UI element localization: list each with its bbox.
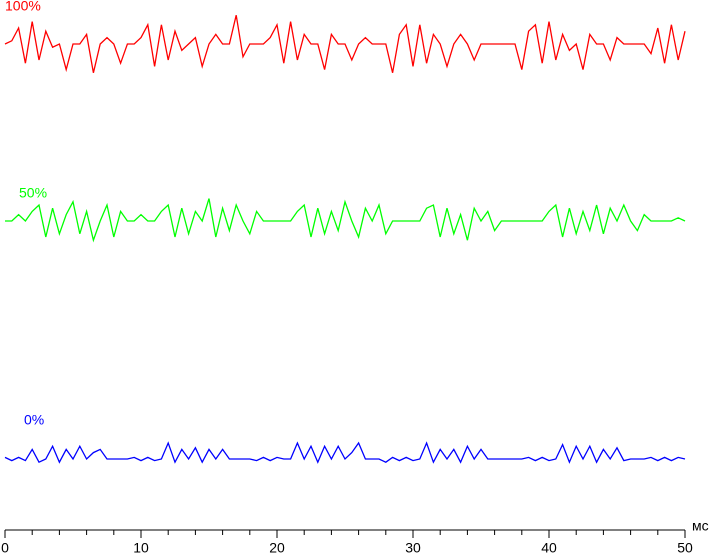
- trace: [4, 15, 686, 73]
- series-label: 50%: [19, 185, 47, 201]
- x-axis-label: мс: [692, 518, 709, 534]
- x-tick-label: 10: [133, 540, 149, 556]
- series-label: 100%: [5, 0, 41, 14]
- trace: [5, 198, 686, 243]
- x-tick-label: 20: [269, 540, 285, 556]
- trace: [4, 441, 686, 464]
- x-tick-label: 40: [541, 540, 557, 556]
- x-tick-label: 30: [405, 540, 421, 556]
- series-label: 0%: [24, 412, 44, 428]
- x-tick-label: 0: [1, 540, 9, 556]
- x-tick-label: 50: [677, 540, 693, 556]
